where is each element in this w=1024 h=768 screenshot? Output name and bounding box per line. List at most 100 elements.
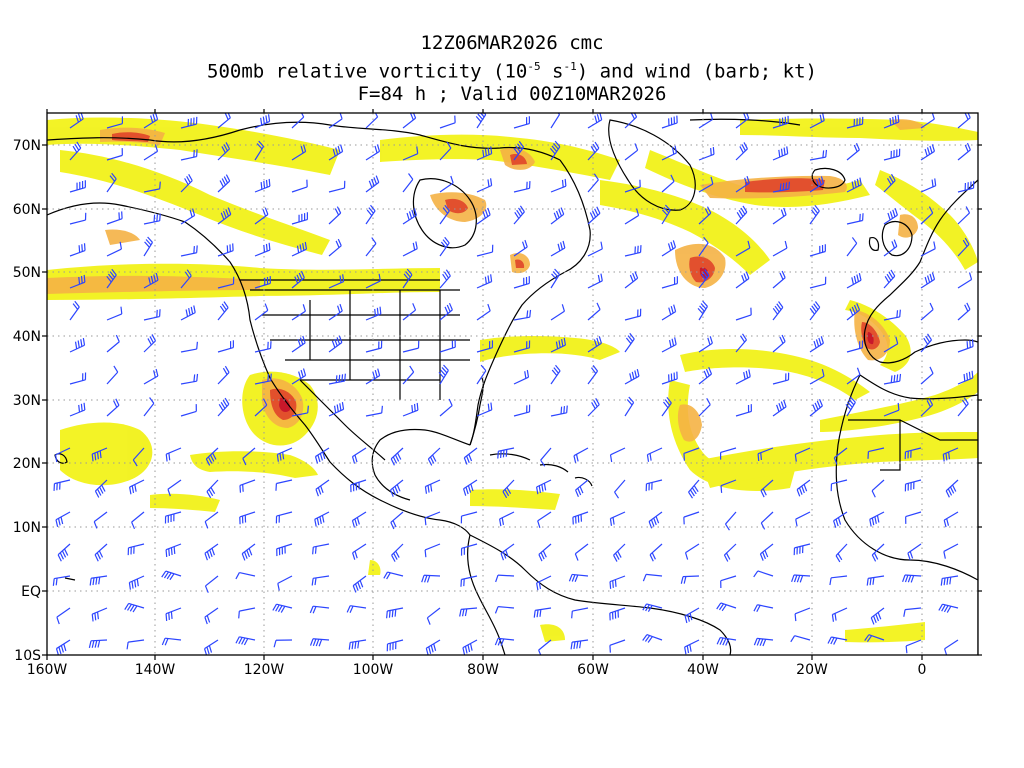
- wind-barb: [143, 368, 159, 385]
- wind-barb: [499, 511, 515, 527]
- wind-barb: [942, 447, 959, 462]
- wind-barb: [463, 479, 478, 496]
- wind-barb: [540, 447, 552, 467]
- wind-barb: [943, 543, 959, 559]
- title-field-post: ) and wind (barb; kt): [576, 60, 817, 83]
- wind-barb: [957, 339, 974, 353]
- wind-barb: [126, 639, 145, 650]
- wind-barb: [575, 479, 589, 498]
- wind-barb: [204, 607, 219, 625]
- wind-barb: [867, 447, 885, 459]
- wind-barb: [180, 404, 197, 417]
- wind-barb: [724, 511, 737, 531]
- wind-barb: [537, 511, 552, 528]
- wind-barb: [772, 372, 790, 385]
- wind-barb: [497, 447, 515, 459]
- wind-barb: [795, 511, 811, 527]
- wind-barb: [254, 303, 269, 321]
- wind-barb: [905, 639, 922, 654]
- wind-barb: [698, 236, 709, 257]
- wind-barb: [56, 607, 71, 625]
- wind-barb: [846, 303, 861, 321]
- wind-barb: [106, 241, 123, 257]
- wind-barb: [791, 574, 811, 583]
- wind-barb: [661, 304, 677, 321]
- wind-barb: [846, 116, 864, 129]
- wind-barb: [439, 204, 450, 225]
- wind-barb: [883, 309, 901, 321]
- wind-barb: [476, 146, 493, 161]
- lon-label-160w: 160W: [27, 662, 68, 678]
- wind-barb: [106, 365, 119, 385]
- wind-barb: [550, 405, 568, 417]
- wind-barb: [513, 141, 525, 161]
- wind-barb: [609, 447, 626, 463]
- wind-barb: [680, 575, 700, 584]
- wind-barb: [424, 511, 441, 526]
- wind-barb: [772, 240, 788, 257]
- wind-barb: [254, 242, 271, 257]
- wind-barb: [106, 398, 120, 417]
- wind-barb: [203, 639, 219, 655]
- wind-barb: [93, 511, 108, 529]
- wind-barb: [235, 636, 256, 646]
- wind-barb: [648, 511, 663, 529]
- wind-barb: [624, 271, 639, 289]
- wind-barb: [720, 575, 737, 589]
- wind-barb: [291, 241, 308, 257]
- wind-barb: [69, 243, 86, 257]
- wind-barb: [390, 447, 404, 466]
- wind-barb: [661, 240, 677, 257]
- wind-barb: [365, 204, 376, 225]
- wind-barb: [91, 447, 108, 462]
- title-field-mid: s: [540, 60, 564, 83]
- wind-barb: [402, 113, 417, 129]
- title-run-line: 12Z06MAR2026 cmc: [420, 32, 604, 54]
- wind-barb: [217, 174, 231, 193]
- wind-barb: [69, 212, 87, 225]
- wind-barb: [940, 575, 959, 586]
- wind-barb: [920, 366, 934, 385]
- title-exp-1: -5: [527, 60, 541, 73]
- wind-barb: [772, 399, 787, 417]
- wind-barb: [809, 369, 825, 385]
- wind-barb: [463, 447, 478, 465]
- wind-barb: [688, 479, 700, 499]
- wind-barb: [494, 606, 515, 614]
- wind-barb: [217, 301, 229, 321]
- wind-barb: [683, 447, 700, 461]
- wind-barb: [55, 639, 71, 655]
- wind-barb: [957, 272, 973, 289]
- wind-barb: [424, 543, 441, 558]
- wind-barb: [920, 272, 936, 289]
- wind-barb: [957, 206, 971, 225]
- wind-barb: [869, 511, 885, 527]
- wind-barb: [920, 241, 936, 257]
- wind-barb: [809, 149, 828, 161]
- wind-barb: [609, 639, 626, 653]
- wind-barb: [550, 113, 561, 129]
- wind-barb: [69, 300, 80, 321]
- wind-barb: [568, 573, 589, 583]
- wind-barb: [945, 479, 959, 498]
- wind-barb: [328, 373, 346, 385]
- wind-barb: [513, 205, 525, 225]
- wind-barb: [106, 211, 123, 225]
- wind-barb: [883, 373, 902, 385]
- wind-barb: [476, 207, 491, 225]
- wind-barb: [143, 309, 161, 321]
- wind-barb: [642, 573, 663, 582]
- wind-barb: [833, 511, 848, 528]
- wind-barb: [920, 178, 937, 193]
- wind-barb: [143, 113, 159, 129]
- wind-barb: [69, 402, 86, 417]
- wind-barb: [957, 302, 971, 321]
- wind-barb: [180, 116, 198, 129]
- wind-barb: [661, 145, 677, 161]
- wind-barb: [127, 543, 145, 556]
- wind-barb: [864, 634, 885, 642]
- wind-barb: [920, 206, 934, 225]
- axis-ticks: [42, 109, 982, 660]
- wind-barb: [217, 243, 234, 257]
